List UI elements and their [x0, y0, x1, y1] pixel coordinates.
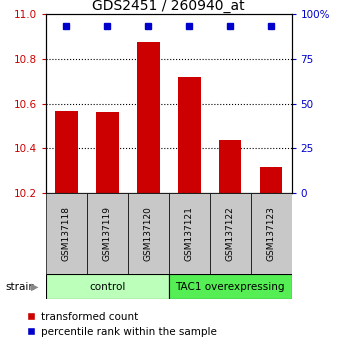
Text: control: control — [89, 282, 125, 292]
Bar — [169, 274, 292, 299]
Text: strain: strain — [5, 282, 35, 292]
Bar — [178, 77, 201, 193]
Bar — [260, 167, 282, 193]
Text: GSM137123: GSM137123 — [267, 206, 276, 261]
Text: TAC1 overexpressing: TAC1 overexpressing — [175, 282, 285, 292]
Bar — [55, 112, 78, 193]
Title: GDS2451 / 260940_at: GDS2451 / 260940_at — [92, 0, 245, 13]
Bar — [210, 193, 251, 274]
Text: ▶: ▶ — [31, 282, 39, 292]
Text: GSM137118: GSM137118 — [62, 206, 71, 261]
Bar — [46, 193, 87, 274]
Bar — [96, 113, 119, 193]
Text: GSM137120: GSM137120 — [144, 206, 153, 261]
Bar — [46, 274, 169, 299]
Text: GSM137121: GSM137121 — [185, 206, 194, 261]
Legend: transformed count, percentile rank within the sample: transformed count, percentile rank withi… — [26, 312, 217, 337]
Bar — [251, 193, 292, 274]
Bar — [87, 193, 128, 274]
Bar — [219, 141, 241, 193]
Text: GSM137122: GSM137122 — [226, 206, 235, 261]
Bar — [128, 193, 169, 274]
Bar — [137, 42, 160, 193]
Text: GSM137119: GSM137119 — [103, 206, 112, 261]
Bar — [169, 193, 210, 274]
